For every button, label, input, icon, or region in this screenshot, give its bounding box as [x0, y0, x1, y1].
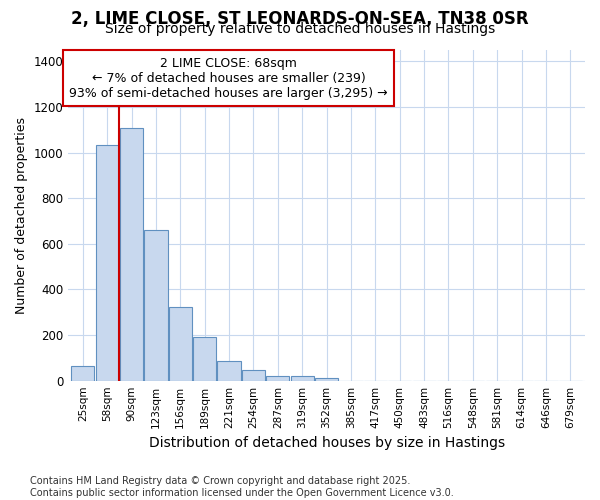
Bar [266, 376, 289, 380]
Text: Size of property relative to detached houses in Hastings: Size of property relative to detached ho… [105, 22, 495, 36]
Text: 2 LIME CLOSE: 68sqm
← 7% of detached houses are smaller (239)
93% of semi-detach: 2 LIME CLOSE: 68sqm ← 7% of detached hou… [69, 56, 388, 100]
Bar [193, 338, 216, 380]
Bar [120, 128, 143, 380]
Bar [71, 366, 94, 380]
Text: 2, LIME CLOSE, ST LEONARDS-ON-SEA, TN38 0SR: 2, LIME CLOSE, ST LEONARDS-ON-SEA, TN38 … [71, 10, 529, 28]
Bar [145, 230, 167, 380]
Bar [95, 144, 119, 380]
Bar [315, 378, 338, 380]
Bar [290, 376, 314, 380]
Bar [217, 362, 241, 380]
Y-axis label: Number of detached properties: Number of detached properties [15, 117, 28, 314]
Bar [169, 306, 192, 380]
Bar [242, 370, 265, 380]
Text: Contains HM Land Registry data © Crown copyright and database right 2025.
Contai: Contains HM Land Registry data © Crown c… [30, 476, 454, 498]
X-axis label: Distribution of detached houses by size in Hastings: Distribution of detached houses by size … [149, 436, 505, 450]
